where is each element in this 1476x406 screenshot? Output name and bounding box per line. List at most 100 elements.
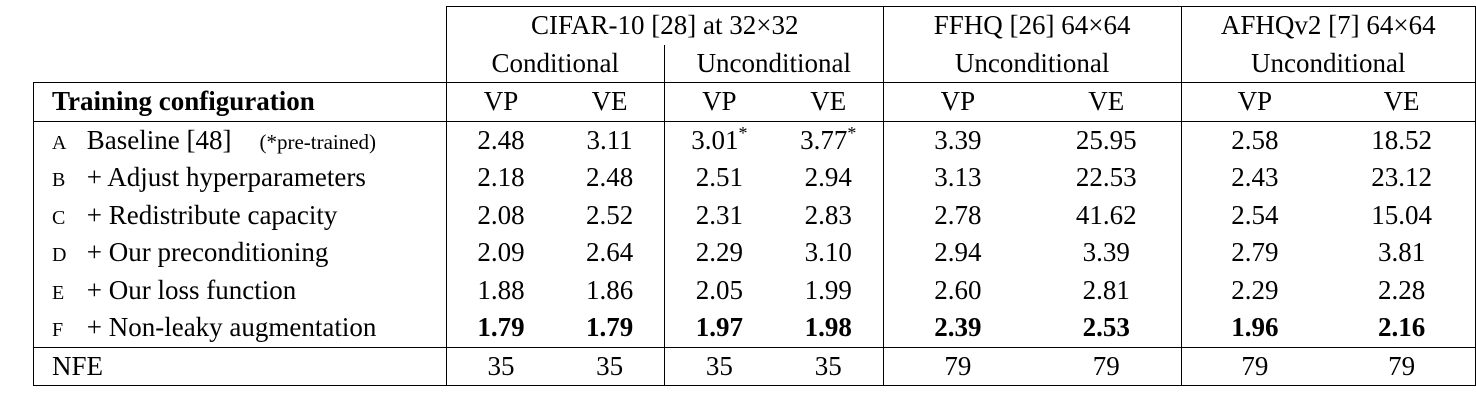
training-configuration-header: Training configuration [33,82,447,121]
row-label: A Baseline [48] (*pre-trained) [33,120,447,159]
table-row: F + Non-leaky augmentation 1.79 1.79 1.9… [33,309,1476,347]
row-label-text: Baseline [48] [86,124,232,155]
table-cell: 2.48 [445,120,556,159]
table-cell: 2.29 [663,234,774,272]
col-header-ve: VE [1032,82,1182,121]
row-tag: F [52,319,64,342]
table-cell-best: 1.96 [1231,312,1279,343]
col-header-vp: VP [663,82,774,121]
row-tag: A [52,131,67,154]
nfe-label: NFE [33,346,447,386]
results-table-container: CIFAR-10 [28] at 32×32 FFHQ [26] 64×64 A… [33,6,1476,386]
group-title-ffhq: FFHQ [26] 64×64 [883,6,1182,45]
table-cell-best: 2.53 [1032,309,1182,347]
table-cell: 2.78 [934,199,982,230]
table-cell: 3.81 [1328,234,1476,272]
col-header-ve: VE [1328,82,1476,121]
table-cell: 18.52 [1328,120,1476,159]
row-label: F + Non-leaky augmentation [33,309,447,347]
table-row: C + Redistribute capacity 2.08 2.52 2.31… [33,196,1476,234]
table-cell: 23.12 [1328,159,1476,197]
table-cell-best: 1.79 [585,312,634,343]
subgroup-cifar-conditional: Conditional [445,44,665,83]
col-header-ve: VE [555,82,665,121]
col-header-vp: VP [883,82,1033,121]
table-cell: 2.60 [934,274,982,305]
table-cell: 2.48 [585,162,634,193]
table-cell: 22.53 [1032,159,1182,197]
table-cell: 25.95 [1032,120,1182,159]
nfe-cell: 79 [1181,346,1329,386]
row-label-text: + Non-leaky augmentation [86,312,377,343]
nfe-cell: 79 [883,346,1033,386]
subgroup-ffhq-unconditional: Unconditional [883,44,1182,83]
row-label: B + Adjust hyperparameters [33,159,447,197]
table-cell: 2.51 [663,159,774,197]
table-cell: 3.39 [883,120,1033,159]
table-cell: 1.99 [773,271,884,309]
nfe-cell: 35 [445,346,556,386]
row-tag: C [52,206,66,229]
row-note: (*pre-trained) [259,129,377,154]
table-cell: 2.64 [585,237,634,268]
table-cell-best: 1.79 [445,309,556,347]
table-cell: 3.77* [773,120,884,159]
table-cell: 2.58 [1181,120,1329,159]
table-cell-best: 1.97 [663,309,774,347]
table-cell: 2.94 [934,237,982,268]
table-cell-best: 2.16 [1328,309,1476,347]
col-header-vp: VP [445,82,556,121]
row-label-text: + Redistribute capacity [86,199,338,230]
pretrained-mark: * [847,122,857,143]
table-cell: 2.28 [1328,271,1476,309]
table-cell: 2.79 [1231,237,1279,268]
subgroup-row: Conditional Unconditional Unconditional … [34,44,1476,83]
table-cell: 2.09 [445,234,556,272]
table-row: D + Our preconditioning 2.09 2.64 2.29 3… [33,234,1476,272]
table-cell: 3.11 [555,120,665,159]
table-cell-best: 2.39 [934,312,982,343]
nfe-row: NFE 35 35 35 35 79 79 79 79 [33,346,1476,386]
table-row: E + Our loss function 1.88 1.86 2.05 1.9… [33,271,1476,309]
row-label-text: + Adjust hyperparameters [86,162,366,193]
col-header-vp: VP [1181,82,1329,121]
empty-corner [34,7,447,45]
pretrained-mark: * [738,122,748,143]
nfe-cell: 79 [1328,346,1476,386]
nfe-cell: 35 [555,346,665,386]
table-cell: 3.01* [663,120,774,159]
group-title-afhq: AFHQv2 [7] 64×64 [1181,6,1476,45]
table-cell: 3.10 [773,234,884,272]
table-cell: 15.04 [1328,196,1476,234]
table-cell: 2.29 [1231,274,1279,305]
row-label-text: + Our preconditioning [86,237,329,268]
table-cell: 2.08 [445,196,556,234]
table-cell: 1.86 [585,274,634,305]
table-cell: 3.13 [934,162,982,193]
column-header-row: Training configuration VP VE VP VE VP VE… [33,82,1476,121]
table-cell: 2.52 [585,199,634,230]
table-cell: 1.88 [445,271,556,309]
table-row: A Baseline [48] (*pre-trained) 2.48 3.11 … [33,120,1476,159]
table-cell: 2.94 [773,159,884,197]
nfe-cell: 79 [1032,346,1182,386]
table-row: B + Adjust hyperparameters 2.18 2.48 2.5… [33,159,1476,197]
row-tag: D [52,244,67,267]
table-cell: 2.31 [663,196,774,234]
row-label: C + Redistribute capacity [33,196,447,234]
table-cell-best: 1.98 [773,309,884,347]
table-cell: 2.05 [663,271,774,309]
group-title-cifar: CIFAR-10 [28] at 32×32 [445,6,884,45]
row-tag: E [52,281,65,304]
results-table: CIFAR-10 [28] at 32×32 FFHQ [26] 64×64 A… [33,6,1476,386]
row-tag: B [52,169,66,192]
table-cell: 3.39 [1032,234,1182,272]
table-cell: 2.54 [1231,199,1279,230]
subgroup-afhq-unconditional: Unconditional [1181,44,1476,83]
empty-corner-2 [34,45,447,83]
col-header-ve: VE [773,82,884,121]
nfe-cell: 35 [663,346,774,386]
table-cell: 2.83 [773,196,884,234]
nfe-cell: 35 [773,346,884,386]
table-cell: 2.43 [1231,162,1279,193]
